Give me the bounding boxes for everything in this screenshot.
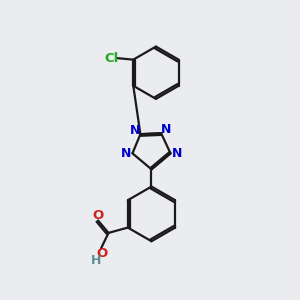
- Text: N: N: [172, 147, 182, 160]
- Text: H: H: [91, 254, 101, 267]
- Text: N: N: [121, 147, 131, 160]
- Text: O: O: [92, 209, 104, 222]
- Text: N: N: [161, 123, 172, 136]
- Text: Cl: Cl: [105, 52, 119, 65]
- Text: N: N: [130, 124, 140, 137]
- Text: O: O: [96, 247, 107, 260]
